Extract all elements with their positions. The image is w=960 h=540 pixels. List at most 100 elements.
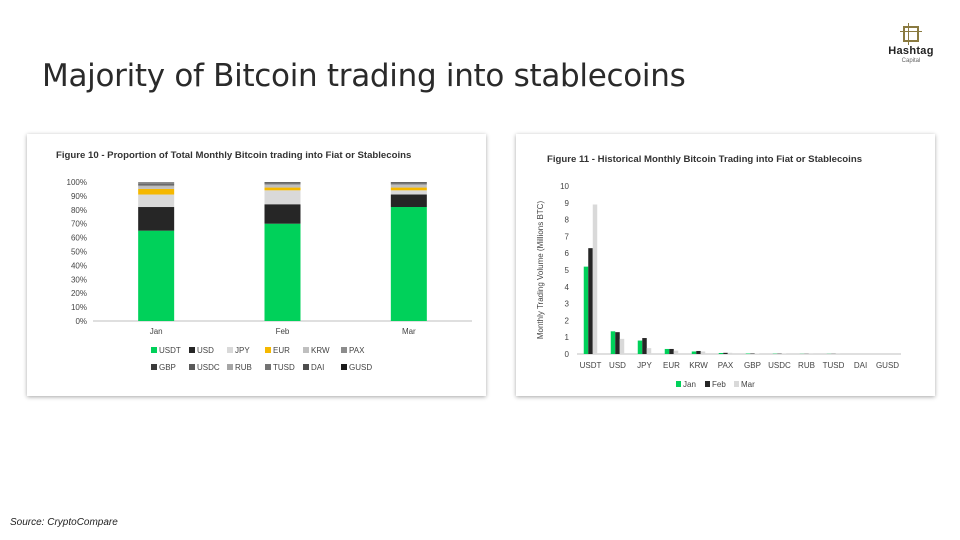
legend-label-tusd: TUSD [273,363,295,372]
y-tick-label: 6 [565,249,570,258]
logo: Hashtag Capital [866,23,956,65]
y-tick-label: 0 [565,350,570,359]
bar-jpy-jan [637,340,643,354]
bar-gbp-feb [750,353,755,354]
y-tick-label: 2 [565,316,570,325]
bar-usd-jan [610,331,616,354]
x-tick-label: PAX [718,361,734,370]
legend-label-usdt: USDT [159,346,181,355]
legend-swatch-usdt [151,347,157,353]
legend-swatch-eur [265,347,271,353]
bar-jan-rub [138,182,175,184]
bar-mar-usdt [390,207,427,321]
legend-label-usdc: USDC [197,363,220,372]
x-tick-label: RUB [798,361,815,370]
y-tick-label: 5 [565,266,570,275]
legend-label-pax: PAX [349,346,365,355]
bar-jan-usdt [138,230,175,321]
bar-gbp-jan [745,353,751,354]
logo-name: Hashtag [888,45,934,57]
legend-swatch-mar [734,381,739,387]
legend-label-usd: USD [197,346,214,355]
y-tick-label: 70% [71,220,87,229]
bar-mar-pax [390,183,427,185]
legend-label-mar: Mar [741,380,755,389]
x-tick-label: USDT [580,361,602,370]
bar-jan-gbp [138,184,175,185]
legend-swatch-jan [676,381,681,387]
bar-feb-usdt [264,223,301,321]
bar-feb-eur [264,187,301,191]
figure-10-chart: Figure 10 - Proportion of Total Monthly … [56,150,472,372]
legend-label-rub: RUB [235,363,252,372]
y-tick-label: 100% [67,178,87,187]
bar-jan-usdc [138,183,175,185]
legend-label-jan: Jan [683,380,696,389]
bar-usdt-feb [588,248,593,354]
x-tick-label: Feb [276,327,290,336]
bar-pax-feb [723,352,728,354]
legend-swatch-gbp [151,364,157,370]
figure-11-panel: Figure 11 - Historical Monthly Bitcoin T… [516,134,935,396]
bar-eur-feb [669,348,674,354]
source-note: Source: CryptoCompare [10,517,118,528]
bar-eur-mar [673,350,679,354]
legend-swatch-jpy [227,347,233,353]
bar-feb-pax [264,183,301,185]
x-tick-label: GBP [744,361,761,370]
y-tick-label: 80% [71,206,87,215]
x-tick-label: KRW [689,361,708,370]
y-tick-label: 60% [71,234,87,243]
legend-swatch-krw [303,347,309,353]
bar-gbp-mar [754,353,760,354]
legend-label-feb: Feb [712,380,726,389]
bar-mar-usd [390,194,427,208]
bar-mar-gbp [390,182,427,184]
x-tick-label: TUSD [823,361,845,370]
bar-feb-jpy [264,190,301,205]
bar-jpy-mar [646,348,652,354]
y-tick-label: 50% [71,248,87,257]
logo-subtitle: Capital [901,58,921,64]
y-tick-label: 10 [560,182,569,191]
bar-usdt-jan [583,266,589,354]
x-tick-label: Mar [402,327,416,336]
legend-swatch-gusd [341,364,347,370]
chart-title: Figure 10 - Proportion of Total Monthly … [56,150,411,161]
y-tick-label: 10% [71,303,87,312]
bar-feb-krw [264,184,301,188]
bar-jan-jpy [138,194,175,208]
legend-swatch-usd [189,347,195,353]
bar-krw-feb [696,350,701,354]
y-tick-label: 90% [71,192,87,201]
bar-mar-usdc [390,182,427,183]
legend-label-gusd: GUSD [349,363,372,372]
y-tick-label: 3 [565,300,570,309]
bar-eur-jan [664,348,670,354]
bar-mar-jpy [390,190,427,195]
y-tick-label: 4 [565,283,570,292]
y-axis-label: Monthly Trading Volume (Millions BTC) [536,201,545,340]
bar-mar-krw [390,184,427,188]
slide-title: Majority of Bitcoin trading into stablec… [42,58,686,94]
y-tick-label: 20% [71,289,87,298]
y-tick-label: 7 [565,232,570,241]
bar-jan-krw [138,186,175,189]
legend-swatch-dai [303,364,309,370]
bar-jpy-feb [642,338,647,354]
legend-swatch-tusd [265,364,271,370]
bar-pax-jan [718,352,724,354]
y-tick-label: 1 [565,333,570,342]
bar-krw-jan [691,351,697,354]
bar-jan-tusd [138,182,175,183]
legend-label-dai: DAI [311,363,324,372]
y-tick-label: 0% [75,317,87,326]
bar-usd-feb [615,332,620,354]
legend-swatch-pax [341,347,347,353]
y-tick-label: 40% [71,261,87,270]
bar-feb-usdc [264,182,301,183]
chart-title: Figure 11 - Historical Monthly Bitcoin T… [547,154,862,165]
x-tick-label: Jan [150,327,163,336]
x-tick-label: EUR [663,361,680,370]
legend-swatch-rub [227,364,233,370]
